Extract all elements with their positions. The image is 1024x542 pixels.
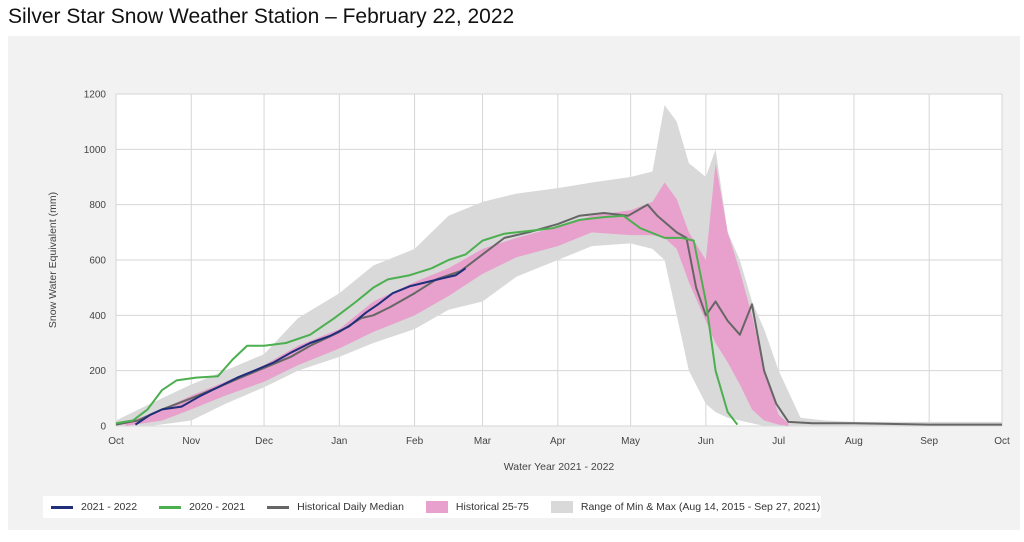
chart-svg: 0 200 400 600 800 1000 1200 Oct Nov Dec Jan Feb Mar… (47, 90, 1010, 474)
chart-title: Silver Star Snow Weather Station – Febru… (8, 5, 515, 28)
legend-swatch-25-75 (425, 501, 448, 513)
x-tick-label: May (621, 436, 640, 447)
x-tick-label: Mar (474, 436, 492, 447)
x-tick-label: Feb (406, 436, 424, 447)
y-axis: 0 200 400 600 800 1000 1200 (84, 90, 107, 433)
x-tick-label: Nov (182, 436, 200, 447)
series-line-historical-daily-median (115, 203, 1002, 426)
x-axis: Oct Nov Dec Jan Feb Mar Apr May Jun Jul Aug Sep Oct (108, 436, 1010, 447)
x-tick-label: Jun (698, 436, 714, 447)
legend-item-2021-2022: 2021 - 2022 (51, 501, 137, 513)
y-axis-title: Snow Water Equivalent (mm) (47, 192, 59, 328)
y-tick-label: 1000 (84, 145, 107, 156)
chart-panel: 0 200 400 600 800 1000 1200 Oct Nov Dec Jan Feb Mar… (8, 36, 1020, 530)
legend-item-2020-2021: 2020 - 2021 (159, 501, 245, 513)
legend-label-25-75: Historical 25-75 (455, 501, 529, 513)
x-tick-label: Dec (255, 436, 273, 447)
series-line-2020-2021 (115, 214, 739, 426)
legend-label-2020-2021: 2020 - 2021 (189, 501, 246, 513)
line-layer (115, 203, 1002, 426)
legend-item-25-75: Historical 25-75 (425, 501, 529, 513)
legend-swatch-min-max (550, 501, 573, 513)
x-tick-label: Jan (331, 436, 347, 447)
x-tick-label: Jul (772, 436, 785, 447)
series-line-2021-2022 (134, 267, 467, 426)
legend-label-median: Historical Daily Median (297, 501, 404, 513)
legend-item-median: Historical Daily Median (267, 501, 404, 513)
y-tick-label: 800 (89, 200, 106, 211)
y-tick-label: 200 (89, 366, 106, 377)
y-tick-label: 1200 (84, 90, 107, 101)
y-tick-label: 600 (89, 256, 106, 267)
band-historical-25-75 (125, 163, 789, 426)
grid-layer (115, 93, 1003, 427)
legend-label-min-max: Range of Min & Max (Aug 14, 2015 - Sep 2… (580, 501, 821, 513)
legend-swatch-2020-2021 (159, 505, 182, 509)
x-tick-label: Sep (920, 436, 938, 447)
legend-item-min-max: Range of Min & Max (Aug 14, 2015 - Sep 2… (550, 501, 821, 513)
y-tick-label: 400 (89, 311, 106, 322)
legend-label-2021-2022: 2021 - 2022 (81, 501, 138, 513)
legend-swatch-2021-2022 (51, 505, 73, 509)
band-layer (116, 105, 1002, 427)
x-axis-title: Water Year 2021 - 2022 (504, 461, 615, 473)
legend: 2021 - 2022 2020 - 2021 Historical Daily… (43, 496, 821, 518)
x-tick-label: Aug (845, 436, 863, 447)
x-tick-label: Apr (550, 436, 566, 447)
x-tick-label: Oct (108, 436, 124, 447)
x-tick-label: Oct (994, 436, 1010, 447)
y-tick-label: 0 (100, 422, 106, 433)
legend-swatch-median (267, 505, 290, 509)
